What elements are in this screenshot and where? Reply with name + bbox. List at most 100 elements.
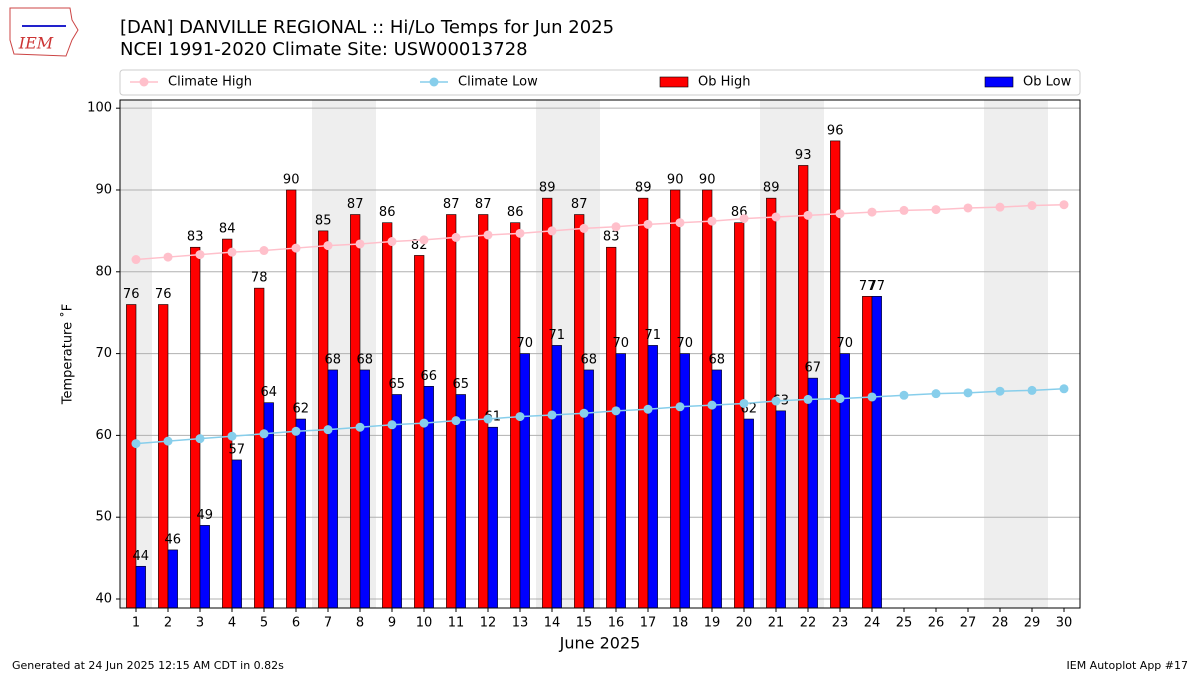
point [963,388,973,398]
point [355,239,365,249]
data-label: 86 [379,205,396,220]
bar [542,197,553,609]
legend-label: Ob High [698,75,751,90]
bar [606,246,617,609]
bar [167,549,178,609]
x-tick-label: 2 [164,616,172,631]
point [131,255,141,265]
x-tick-label: 10 [416,616,433,631]
x-tick-label: 27 [960,616,977,631]
point [899,390,909,400]
data-label: 78 [251,271,268,286]
point [1027,201,1037,211]
x-tick-label: 16 [608,616,625,631]
point [931,205,941,215]
bar [743,418,754,609]
bar [551,345,562,609]
bar [135,565,146,609]
bar [670,189,681,609]
bar [327,369,338,609]
x-tick-label: 6 [292,616,300,631]
x-tick-label: 14 [544,616,561,631]
data-label: 77 [869,279,886,294]
point [707,216,717,226]
data-label: 76 [123,287,140,302]
data-label: 66 [421,369,438,384]
data-label: 68 [325,352,342,367]
point [643,404,653,414]
data-label: 89 [763,181,780,196]
data-label: 90 [667,172,684,187]
y-axis-label: Temperature ˚F [60,304,76,405]
x-tick-label: 7 [324,616,332,631]
footer-left: Generated at 24 Jun 2025 12:15 AM CDT in… [12,659,284,672]
data-label: 44 [133,549,150,564]
legend-marker [139,77,149,87]
point [163,252,173,262]
point [195,434,205,444]
point [1059,200,1069,210]
point [739,398,749,408]
legend-label: Climate Low [458,75,538,90]
data-label: 70 [837,336,854,351]
data-label: 70 [613,336,630,351]
data-label: 83 [187,230,204,245]
data-label: 90 [283,172,300,187]
x-tick-label: 19 [704,616,721,631]
bar [295,418,306,609]
data-label: 62 [293,402,310,417]
data-label: 90 [699,172,716,187]
data-label: 93 [795,148,812,163]
bar [231,459,242,609]
x-axis-label: June 2025 [559,634,641,653]
x-tick-label: 24 [864,616,881,631]
x-tick-label: 15 [576,616,593,631]
bar [286,189,297,609]
bar [702,189,713,609]
point [259,246,269,256]
point [323,241,333,251]
point [995,202,1005,212]
data-label: 67 [805,361,822,376]
data-label: 86 [507,205,524,220]
data-label: 70 [517,336,534,351]
point [899,205,909,215]
data-label: 76 [155,287,172,302]
x-tick-label: 3 [196,616,204,631]
point [771,396,781,406]
legend-label: Ob Low [1023,75,1072,90]
data-label: 96 [827,123,844,138]
bar [254,287,265,609]
point [259,429,269,439]
point [611,406,621,416]
bar [871,296,882,609]
line [135,203,1065,261]
y-tick-label: 90 [95,182,112,197]
point [771,212,781,222]
bar [199,525,210,609]
data-label: 71 [549,328,566,343]
bar [798,165,809,609]
bar [862,296,873,609]
point [1027,385,1037,395]
legend-label: Climate High [168,75,252,90]
point [835,394,845,404]
data-label: 68 [709,352,726,367]
bar [615,353,626,609]
bar [583,369,594,609]
bar [807,377,818,609]
x-tick-label: 8 [356,616,364,631]
point [835,209,845,219]
bar [158,304,169,609]
data-label: 65 [453,377,470,392]
line [135,388,1065,445]
y-tick-label: 80 [95,264,112,279]
x-tick-label: 21 [768,616,785,631]
point [611,222,621,232]
data-label: 89 [539,181,556,196]
y-tick-label: 40 [95,592,112,607]
point [579,223,589,233]
chart-subtitle: NCEI 1991-2020 Climate Site: USW00013728 [120,39,528,60]
